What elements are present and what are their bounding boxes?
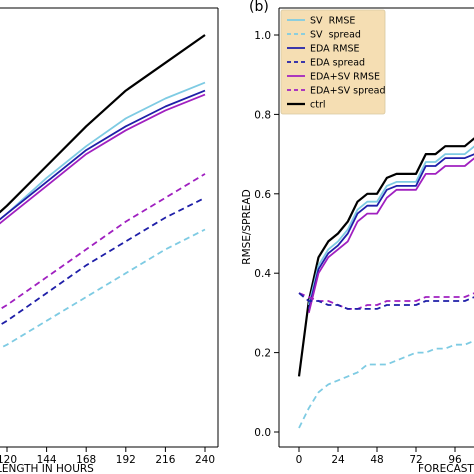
panel-a: 120 144 168 192 216 240 LENGTH IN HOURS bbox=[0, 7, 219, 474]
panel-a-xtick-label: 216 bbox=[155, 454, 175, 466]
panel-a-series-ctrl bbox=[0, 34, 206, 214]
legend-label-eda-sv-rmse: EDA+SV RMSE bbox=[310, 72, 380, 83]
panel-b-ytick-label: 0.6 bbox=[254, 189, 271, 201]
legend-label-sv-spread: SV spread bbox=[310, 30, 361, 41]
panel-b-series-sv-rmse bbox=[307, 145, 474, 306]
panel-b-series-eda-sv-rmse bbox=[307, 157, 474, 314]
panel-b-ytick-label: 0.4 bbox=[254, 268, 271, 280]
legend-label-ctrl: ctrl bbox=[310, 100, 326, 111]
panel-a-xtick-label: 240 bbox=[195, 454, 215, 466]
panel-a-series-eda-sv-spread bbox=[0, 173, 206, 311]
panel-b-ytick-label: 0.2 bbox=[254, 348, 271, 360]
panel-a-series-eda-spread bbox=[0, 196, 206, 327]
legend-label-sv-rmse: SV RMSE bbox=[310, 16, 355, 27]
panel-b-series-eda-rmse bbox=[307, 153, 474, 310]
panel-b-label: (b) bbox=[249, 0, 269, 15]
panel-a-series-sv-spread bbox=[0, 228, 206, 350]
panel-b-xtick-label: 24 bbox=[331, 454, 345, 466]
panel-a-x-axis-label: LENGTH IN HOURS bbox=[0, 463, 94, 474]
panel-b-x-axis-label: FORECAST bbox=[418, 463, 474, 474]
panel-a-xticks: 120 144 168 192 216 240 bbox=[0, 447, 215, 466]
panel-a-series-group bbox=[0, 34, 206, 350]
panel-b-xtick-label: 0 bbox=[296, 454, 303, 466]
panel-b-xtick-label: 96 bbox=[448, 454, 462, 466]
legend-label-eda-sv-spread: EDA+SV spread bbox=[310, 86, 386, 97]
panel-b: (b) 0 24 48 72 96 0.0 0.2 0.4 0.6 0.8 1.0 RMSE/SP… bbox=[241, 0, 474, 474]
panel-b-yticks: 0.0 0.2 0.4 0.6 0.8 1.0 bbox=[254, 30, 279, 439]
panel-b-series-group bbox=[297, 137, 474, 429]
panel-a-xtick-label: 192 bbox=[116, 454, 136, 466]
panel-b-xtick-label: 72 bbox=[409, 454, 422, 466]
panel-b-series-eda-spread bbox=[298, 292, 474, 310]
panel-b-ytick-label: 1.0 bbox=[254, 30, 271, 42]
panel-a-xtick-label: 168 bbox=[76, 454, 96, 466]
panel-b-y-axis-label: RMSE/SPREAD bbox=[241, 189, 253, 264]
panel-b-xticks: 0 24 48 72 96 bbox=[296, 447, 462, 466]
panel-a-xtick-label: 120 bbox=[0, 454, 17, 466]
panel-a-series-eda-rmse bbox=[0, 89, 206, 221]
panel-b-xtick-label: 48 bbox=[370, 454, 383, 466]
legend-label-eda-spread: EDA spread bbox=[310, 58, 365, 69]
panel-b-series-ctrl bbox=[297, 137, 474, 377]
legend-box bbox=[280, 9, 386, 115]
panel-b-ytick-label: 0.0 bbox=[254, 427, 271, 439]
panel-a-xtick-label: 144 bbox=[37, 454, 57, 466]
panel-b-ytick-label: 0.8 bbox=[254, 109, 271, 121]
panel-b-series-sv-spread bbox=[298, 339, 474, 429]
legend-entries: SV RMSE SV spread EDA RMSE EDA spread EDA+SV… bbox=[287, 16, 386, 111]
legend-label-eda-rmse: EDA RMSE bbox=[310, 44, 360, 55]
panel-a-series-eda-sv-rmse bbox=[0, 93, 206, 225]
legend: SV RMSE SV spread EDA RMSE EDA spread EDA+SV… bbox=[280, 9, 386, 115]
panel-b-series-eda-sv-spread bbox=[298, 292, 474, 310]
